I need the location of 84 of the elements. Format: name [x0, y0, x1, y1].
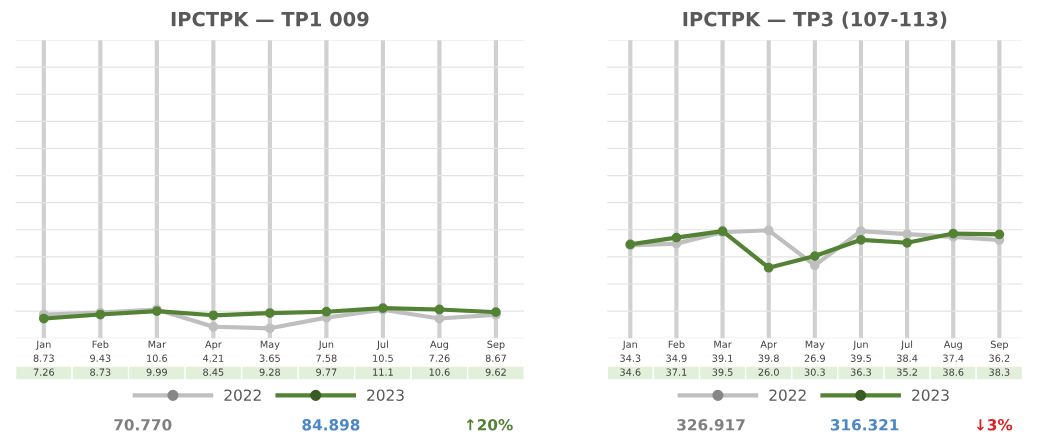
data-label: 4.21 [203, 354, 224, 362]
data-label: 34.3 [620, 354, 641, 362]
data-label: 7.26 [33, 368, 55, 376]
category-label: May [260, 340, 280, 350]
data-label: 38.4 [897, 354, 918, 362]
point [208, 321, 219, 332]
data-label: 26.9 [804, 354, 825, 362]
point [671, 232, 682, 243]
category-label: Feb [92, 340, 109, 348]
data-label: 39.5 [850, 354, 871, 362]
data-label: 9.28 [259, 368, 281, 376]
data-label: 34.9 [666, 354, 687, 362]
data-label: 10.6 [429, 368, 450, 376]
chart-title: IPCTPK — TP1 009 [171, 11, 369, 27]
point [902, 229, 912, 239]
legend-label: 2022 [224, 389, 261, 401]
data-label: 36.2 [989, 354, 1010, 362]
data-label: 10.5 [373, 354, 393, 362]
legend-label: 2022 [769, 389, 806, 401]
data-label: 39.5 [712, 368, 733, 376]
data-label: 26.0 [758, 368, 779, 376]
legend-label: 2023 [912, 389, 949, 401]
text: ↑20% [466, 419, 513, 431]
point [809, 251, 820, 261]
point [265, 308, 275, 318]
point [856, 226, 866, 236]
category-label: Feb [668, 340, 685, 348]
point [38, 313, 49, 324]
category-label: Jan [622, 340, 637, 350]
data-label: 34.6 [620, 368, 641, 376]
category-label: Jun [318, 340, 334, 350]
text: ↓3% [976, 419, 1013, 431]
data-label: 9.62 [485, 368, 506, 376]
point [265, 323, 275, 334]
category-label: Jul [900, 340, 913, 350]
point [763, 262, 774, 273]
category-label: Jul [376, 340, 388, 350]
data-label: 39.8 [758, 354, 779, 362]
text: 326.917 [677, 419, 745, 431]
point [321, 306, 332, 317]
category-label: Sep [487, 340, 505, 350]
data-label: 37.4 [943, 354, 964, 362]
data-label: 9.43 [90, 354, 111, 362]
point [208, 310, 219, 321]
category-label: Sep [990, 340, 1008, 350]
legend-label: 2023 [367, 389, 404, 401]
data-label: 39.1 [712, 354, 733, 362]
data-label: 30.3 [804, 368, 825, 376]
data-label: 10.6 [147, 354, 168, 362]
data-label: 9.99 [146, 368, 167, 376]
point [902, 237, 912, 248]
data-label: 38.6 [943, 368, 964, 376]
category-label: Jun [852, 340, 868, 350]
data-label: 37.1 [666, 368, 687, 376]
category-label: May [805, 340, 825, 350]
point [856, 234, 866, 245]
chart-title: IPCTPK — TP3 (107-113) [683, 11, 947, 29]
category-label: Mar [714, 340, 732, 348]
data-label: 38.3 [989, 368, 1010, 376]
data-label: 11.1 [373, 368, 393, 376]
text: 316.321 [830, 419, 899, 431]
category-label: Aug [943, 340, 962, 350]
data-label: 35.2 [897, 368, 917, 376]
category-label: Apr [205, 340, 222, 350]
category-label: Mar [148, 340, 167, 348]
point [809, 260, 820, 271]
point [434, 313, 445, 324]
data-label: 9.77 [316, 368, 337, 376]
text: 84.898 [302, 419, 360, 431]
data-label: 8.45 [203, 368, 224, 376]
category-label: Jan [35, 340, 51, 350]
category-label: Apr [760, 340, 778, 350]
category-label: Aug [430, 340, 449, 350]
point [434, 304, 445, 315]
point [994, 229, 1005, 240]
data-label: 3.65 [259, 354, 280, 362]
point [763, 225, 774, 236]
data-label: 8.67 [485, 354, 506, 362]
text: 70.770 [114, 419, 172, 431]
data-label: 7.58 [316, 354, 337, 362]
data-label: 36.3 [850, 368, 872, 376]
data-label: 8.73 [90, 368, 111, 376]
data-label: 8.73 [33, 354, 54, 362]
data-label: 7.26 [429, 354, 450, 362]
